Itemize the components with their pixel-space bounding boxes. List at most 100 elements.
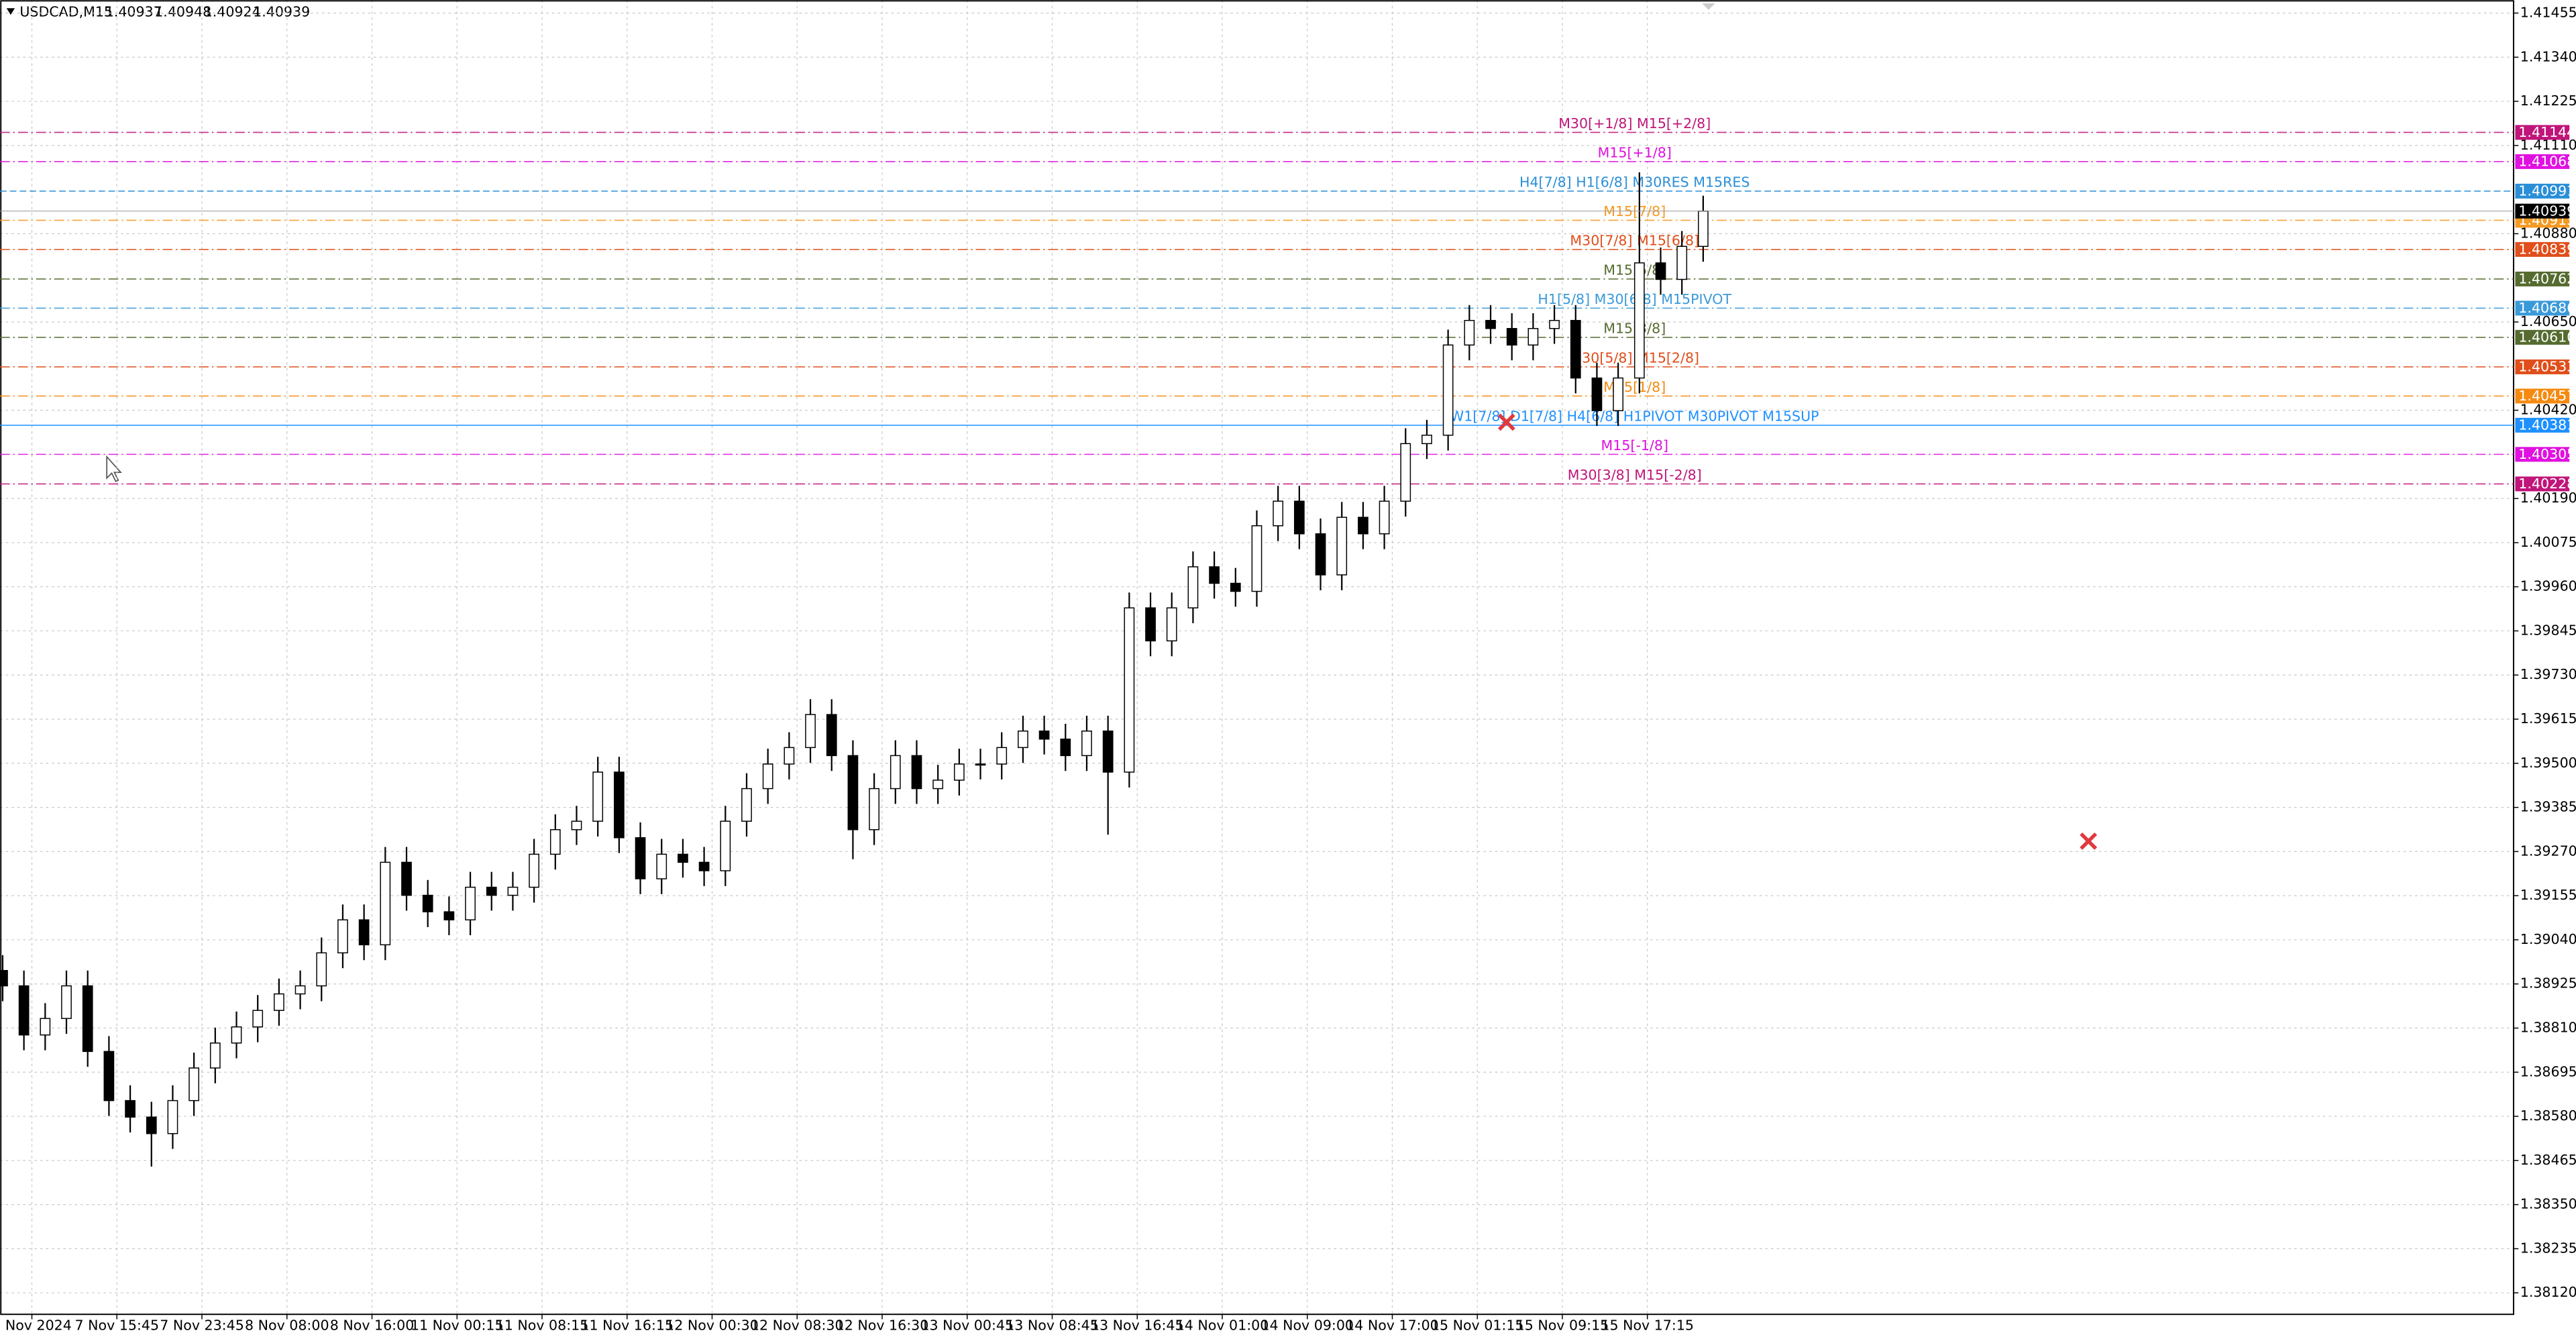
candle-body xyxy=(571,820,582,831)
x-tick-label: 11 Nov 16:15 xyxy=(580,1317,674,1333)
candle-body xyxy=(529,853,539,888)
candle-body xyxy=(1060,739,1071,757)
candle-body xyxy=(1209,566,1220,584)
level-price-box xyxy=(2515,242,2570,257)
level-price-label: 1.40381 xyxy=(2518,417,2575,433)
level-price-box xyxy=(2515,476,2570,492)
scroll-marker xyxy=(1702,3,1715,10)
y-tick-label: 1.39730 xyxy=(2520,666,2576,682)
candle-body xyxy=(252,1010,264,1028)
level-price-box xyxy=(2515,301,2570,316)
level-price-label: 1.40610 xyxy=(2518,329,2575,345)
candle-body xyxy=(953,763,965,781)
y-tick-label: 1.40650 xyxy=(2520,313,2576,329)
level-price-box xyxy=(2515,447,2570,462)
candle-body xyxy=(805,714,816,749)
y-tick-label: 1.39500 xyxy=(2520,755,2576,771)
candle-body xyxy=(0,969,8,987)
candle-body xyxy=(358,919,370,946)
candle-body xyxy=(465,886,476,920)
ohlc-value: 1.40937 xyxy=(105,3,162,19)
x-tick-label: 14 Nov 09:00 xyxy=(1260,1317,1354,1333)
y-tick-label: 1.38350 xyxy=(2520,1196,2576,1212)
last-price-label: 1.40939 xyxy=(2518,203,2575,219)
candle-body xyxy=(1018,731,1028,749)
candle-body xyxy=(1293,500,1305,535)
candle-body xyxy=(635,837,646,879)
candle-body xyxy=(507,886,519,896)
candle-body xyxy=(146,1116,157,1134)
candle-body xyxy=(337,919,348,954)
x-tick-label: 13 Nov 08:45 xyxy=(1006,1317,1099,1333)
candle-body xyxy=(274,993,284,1011)
candle-body xyxy=(1655,262,1666,280)
symbol: USDCAD,M15 xyxy=(19,3,113,19)
candle-body xyxy=(1527,327,1539,346)
candle-body xyxy=(975,763,986,766)
x-tick-label: 7 Nov 23:45 xyxy=(160,1317,244,1333)
x-tick-label: 14 Nov 17:00 xyxy=(1346,1317,1439,1333)
level-label: M15[1/8] xyxy=(1603,379,1666,395)
candle-body xyxy=(401,861,412,896)
x-tick-label: 7 Nov 15:45 xyxy=(75,1317,160,1333)
candle-body xyxy=(762,763,773,790)
plot-frame xyxy=(0,0,2514,1316)
level-price-box xyxy=(2515,154,2570,169)
y-tick-label: 1.41455 xyxy=(2520,4,2576,20)
y-tick-label: 1.39615 xyxy=(2520,710,2576,727)
candle-body xyxy=(890,755,901,790)
candle-body xyxy=(1506,327,1517,346)
level-price-box xyxy=(2515,417,2570,433)
candle-body xyxy=(592,771,604,822)
candle-body xyxy=(294,985,306,995)
level-price-label: 1.41144 xyxy=(2518,124,2575,140)
x-tick-label: 14 Nov 01:00 xyxy=(1176,1317,1269,1333)
x-tick-label: 12 Nov 08:30 xyxy=(751,1317,844,1333)
candle-body xyxy=(1230,582,1241,592)
candle-body xyxy=(1315,533,1326,576)
candle-body xyxy=(847,755,859,831)
candle-body xyxy=(1613,377,1624,411)
candle-body xyxy=(209,1042,221,1069)
x-tick-label: 8 Nov 16:00 xyxy=(330,1317,415,1333)
level-price-label: 1.40533 xyxy=(2518,359,2575,375)
level-label: M30[+1/8] M15[+2/8] xyxy=(1558,115,1711,131)
y-tick-label: 1.40420 xyxy=(2520,402,2576,418)
level-label: M15[+1/8] xyxy=(1598,145,1672,161)
candle-body xyxy=(167,1100,178,1134)
level-price-label: 1.40686 xyxy=(2518,300,2575,316)
level-price-label: 1.41068 xyxy=(2518,154,2575,170)
candle-body xyxy=(932,780,944,790)
level-price-label: 1.40839 xyxy=(2518,242,2575,258)
ohlc-value: 1.40948 xyxy=(154,3,211,19)
candle-body xyxy=(1102,731,1114,773)
candle-body xyxy=(443,911,455,920)
level-price-box xyxy=(2515,125,2570,140)
x-marker xyxy=(2080,832,2098,850)
level-price-box xyxy=(2515,271,2570,286)
x-tick-label: 8 Nov 08:00 xyxy=(245,1317,329,1333)
y-tick-label: 1.41225 xyxy=(2520,93,2576,109)
candle-body xyxy=(1358,517,1368,535)
y-tick-label: 1.39270 xyxy=(2520,843,2576,859)
candle-body xyxy=(678,853,688,863)
candle-body xyxy=(1251,525,1263,592)
y-tick-label: 1.39385 xyxy=(2520,799,2576,815)
candle-body xyxy=(380,861,391,946)
candle-body xyxy=(1485,319,1496,329)
candle-body xyxy=(549,829,561,855)
mouse-cursor xyxy=(106,455,122,482)
x-tick-label: 13 Nov 00:45 xyxy=(920,1317,1014,1333)
candle-body xyxy=(1166,607,1177,642)
candle-body xyxy=(18,985,30,1036)
candle-body xyxy=(826,714,837,757)
candle-body xyxy=(614,771,625,839)
candle-body xyxy=(1187,566,1199,608)
candle-body xyxy=(1698,210,1709,248)
level-label: H4[7/8] H1[6/8] M30RES M15RES xyxy=(1519,174,1750,191)
y-tick-label: 1.38925 xyxy=(2520,975,2576,992)
menu-arrow[interactable] xyxy=(6,8,15,15)
x-tick-label: 11 Nov 08:15 xyxy=(496,1317,589,1333)
candle-body xyxy=(61,985,72,1019)
